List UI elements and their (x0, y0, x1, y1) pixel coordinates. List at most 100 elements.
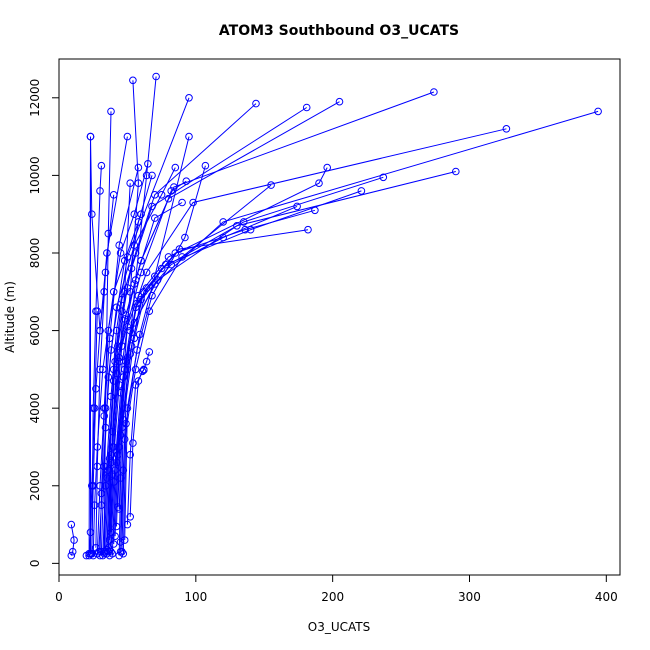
data-point (145, 348, 154, 356)
data-point (142, 171, 151, 180)
series-29 (116, 72, 160, 556)
data-point (115, 551, 123, 560)
y-axis: 0 2000 4000 6000 8000 10000 12000 (28, 79, 59, 567)
data-point (101, 268, 110, 277)
data-point (304, 225, 312, 234)
data-point (107, 107, 115, 116)
chart-title: ATOM3 Southbound O3_UCATS (219, 23, 459, 39)
data-point (96, 187, 104, 195)
data-point (123, 284, 132, 292)
data-point (219, 233, 227, 242)
data-point (131, 365, 140, 374)
plot-frame (58, 58, 621, 576)
data-point (130, 334, 139, 343)
series-line (118, 209, 316, 510)
data-point (115, 241, 123, 249)
data-point (135, 330, 144, 339)
data-point (152, 72, 160, 81)
y-tick-label: 4000 (28, 393, 42, 424)
data-point (103, 546, 111, 554)
data-point (123, 404, 132, 413)
series-line (122, 165, 206, 554)
data-point (104, 229, 113, 238)
y-tick-label: 0 (28, 560, 42, 568)
data-point (134, 163, 143, 172)
x-tick-label: 400 (595, 590, 618, 604)
data-point (167, 187, 175, 195)
series-37 (103, 198, 186, 554)
data-point (311, 206, 319, 215)
series-line (116, 167, 328, 527)
data-point (85, 549, 93, 558)
data-point (148, 291, 156, 300)
data-point (181, 233, 189, 242)
series-31 (88, 161, 106, 558)
data-point (67, 520, 76, 529)
data-point (108, 427, 117, 436)
series-38 (105, 171, 156, 544)
data-point (335, 97, 344, 106)
y-tick-label: 8000 (28, 238, 42, 269)
x-tick-label: 200 (321, 590, 344, 604)
data-point (96, 326, 104, 335)
data-point (175, 245, 184, 253)
series-line (107, 91, 435, 552)
data-point (134, 179, 143, 187)
series-1 (67, 520, 78, 560)
x-axis-label: O3_UCATS (308, 620, 370, 634)
data-point (97, 161, 106, 170)
y-axis-label: Altitude (m) (3, 281, 17, 353)
data-point (148, 171, 156, 180)
series-line (124, 136, 190, 541)
series-line (106, 202, 183, 550)
series-18 (108, 167, 460, 558)
data-point (67, 551, 76, 560)
data-point (120, 288, 129, 296)
data-point (379, 173, 388, 182)
data-point (151, 214, 159, 222)
data-point (123, 520, 132, 529)
data-point (100, 412, 108, 420)
series-line (120, 229, 309, 543)
data-point (116, 431, 125, 440)
data-point (109, 191, 118, 199)
series-line (103, 111, 112, 552)
data-point (142, 268, 151, 277)
series-line (111, 171, 456, 554)
data-point (241, 225, 249, 234)
data-point (119, 466, 128, 475)
series-33 (126, 366, 148, 521)
data-point (129, 76, 137, 85)
series-22 (114, 202, 301, 511)
data-point (108, 549, 117, 558)
data-point (122, 419, 130, 428)
data-point (185, 132, 193, 141)
series-16 (105, 125, 511, 560)
series-35 (82, 132, 95, 560)
data-point (112, 326, 121, 335)
data-point (130, 210, 139, 218)
series-9 (96, 163, 143, 560)
data-point (111, 532, 119, 541)
data-point (107, 450, 115, 459)
y-tick-label: 6000 (28, 315, 42, 346)
series-23 (115, 206, 319, 513)
data-point (104, 544, 113, 552)
series-line (96, 163, 149, 554)
data-point (114, 342, 122, 350)
series-line (118, 80, 139, 556)
data-point (267, 181, 275, 189)
series-line (86, 136, 91, 557)
data-point (323, 163, 332, 172)
series-line (91, 165, 102, 554)
data-point (104, 547, 113, 556)
data-point (452, 167, 460, 176)
series-line (129, 369, 145, 517)
data-point (92, 307, 100, 316)
data-point (357, 187, 366, 195)
data-point (594, 107, 602, 116)
series-line (105, 103, 257, 552)
series-line (113, 176, 384, 545)
data-point (96, 365, 104, 374)
data-point (70, 536, 78, 544)
